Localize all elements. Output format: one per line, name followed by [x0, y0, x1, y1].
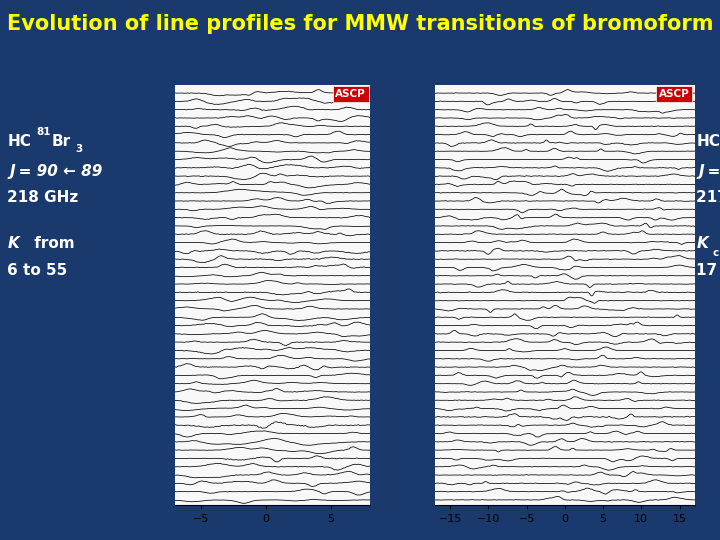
Text: c: c: [712, 248, 719, 259]
Text: 217 GHz: 217 GHz: [696, 191, 720, 206]
Text: HC: HC: [696, 134, 720, 149]
Text: 81: 81: [36, 127, 50, 137]
Text: K: K: [7, 237, 19, 252]
Text: 17 to 65: 17 to 65: [696, 264, 720, 279]
Text: J = 90 ← 89: J = 90 ← 89: [7, 164, 102, 179]
Text: 218 GHz: 218 GHz: [7, 191, 78, 206]
Text: Br: Br: [52, 134, 71, 149]
Text: 3: 3: [76, 144, 83, 154]
Text: Evolution of line profiles for MMW transitions of bromoform: Evolution of line profiles for MMW trans…: [6, 14, 714, 33]
Text: from: from: [29, 237, 74, 252]
Text: ASCP: ASCP: [336, 89, 366, 99]
Text: K: K: [696, 237, 708, 252]
Text: HC: HC: [7, 134, 31, 149]
Text: 6 to 55: 6 to 55: [7, 264, 68, 279]
Text: J = 88 ← 87: J = 88 ← 87: [696, 164, 720, 179]
Text: ASCP: ASCP: [659, 89, 690, 99]
